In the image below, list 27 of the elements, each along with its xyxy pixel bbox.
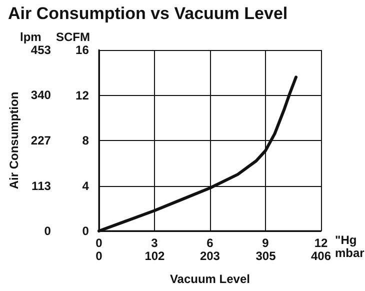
text: lpm [20,30,42,44]
x-axis-title: Vacuum Level [170,272,250,286]
text: SCFM [56,30,90,44]
text: "Hg [335,233,357,247]
y-tick-label: 453 [30,43,52,57]
x-tick-label: 0 [96,236,103,250]
x2-tick-label: 305 [256,249,276,263]
x-tick-label: 6 [206,236,214,250]
y-tick-label: 0 [44,224,52,238]
text: mbar [335,246,365,260]
y-tick-label: 227 [30,133,52,148]
x2-tick-label: 406 [310,249,332,263]
x2-tick-label: 102 [144,249,166,263]
y-axis-title: Air Consumption [7,92,21,190]
y-tick-label: 113 [32,178,52,193]
x-tick-label: 12 [314,236,328,250]
y2-tick-label: 4 [82,178,90,193]
x-tick-label: 3 [151,236,158,250]
chart-title: Air Consumption vs Vacuum Level [8,4,288,23]
y2-tick-label: 12 [76,88,90,102]
x2-tick-label: 203 [200,249,220,263]
y-tick-label: 340 [30,88,52,102]
y2-tick-label: 8 [82,134,90,148]
y2-tick-label: 0 [82,224,90,238]
x-tick-label: 9 [262,236,270,250]
x2-tick-label: 0 [96,249,103,263]
y2-tick-label: 16 [76,43,90,57]
